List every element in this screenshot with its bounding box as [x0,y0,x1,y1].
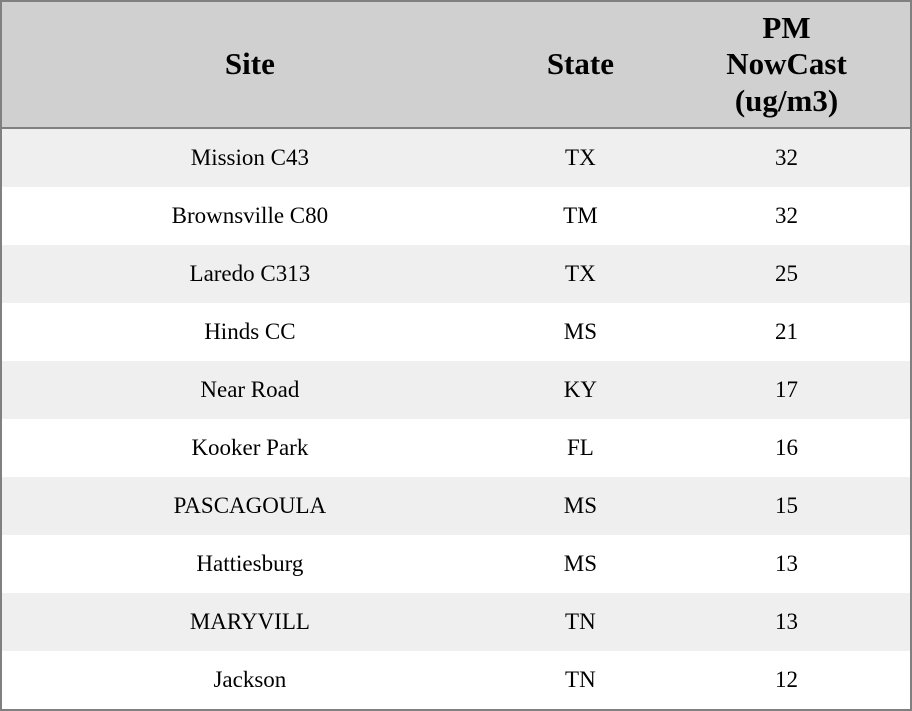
table-row: Mission C43 TX 32 [2,128,910,187]
table-row: Brownsville C80 TM 32 [2,187,910,245]
site-cell: Brownsville C80 [171,203,329,228]
pm-value-cell: 13 [775,609,798,634]
site-cell: Hinds CC [204,319,296,344]
pm-value-cell: 32 [775,145,798,170]
state-cell: TX [565,145,596,170]
header-row: Site State PM NowCast (ug/m3) [2,2,910,129]
site-cell: Hattiesburg [196,551,304,576]
pm-value-cell: 13 [775,551,798,576]
site-cell: Kooker Park [191,435,309,460]
pm-value-cell: 32 [775,203,798,228]
state-cell: MS [563,551,598,576]
state-cell: MS [563,493,598,518]
table-row: Hattiesburg MS 13 [2,535,910,593]
table-row: Hinds CC MS 21 [2,303,910,361]
site-cell: Mission C43 [190,145,309,170]
state-cell: TN [565,609,596,634]
pm-value-cell: 15 [775,493,798,518]
pm-value-cell: 12 [775,667,798,692]
state-cell: TN [565,667,596,692]
state-cell: TX [565,261,596,286]
table-row: MARYVILL TN 13 [2,593,910,651]
site-cell: Laredo C313 [189,261,311,286]
pm-value-cell: 17 [775,377,798,402]
table-row: Laredo C313 TX 25 [2,245,910,303]
pm-value-cell: 25 [775,261,798,286]
state-cell: TM [563,203,598,228]
column-header-pm-nowcast: PM NowCast (ug/m3) [663,2,910,129]
table-row: PASCAGOULA MS 15 [2,477,910,535]
site-cell: MARYVILL [189,609,310,634]
site-cell: PASCAGOULA [173,493,327,518]
table-header: Site State PM NowCast (ug/m3) [2,2,910,129]
state-cell: FL [566,435,594,460]
pm-value-cell: 21 [775,319,798,344]
state-cell: MS [563,319,598,344]
pm-value-cell: 16 [775,435,798,460]
table-row: Kooker Park FL 16 [2,419,910,477]
table-row: Near Road KY 17 [2,361,910,419]
state-cell: KY [563,377,597,402]
site-cell: Jackson [213,667,287,692]
table-row: Jackson TN 12 [2,651,910,709]
site-cell: Near Road [200,377,300,402]
table-body: Mission C43 TX 32 Brownsville C80 TM 32 … [2,128,910,709]
column-header-state: State [497,2,664,129]
column-header-site: Site [2,2,498,129]
